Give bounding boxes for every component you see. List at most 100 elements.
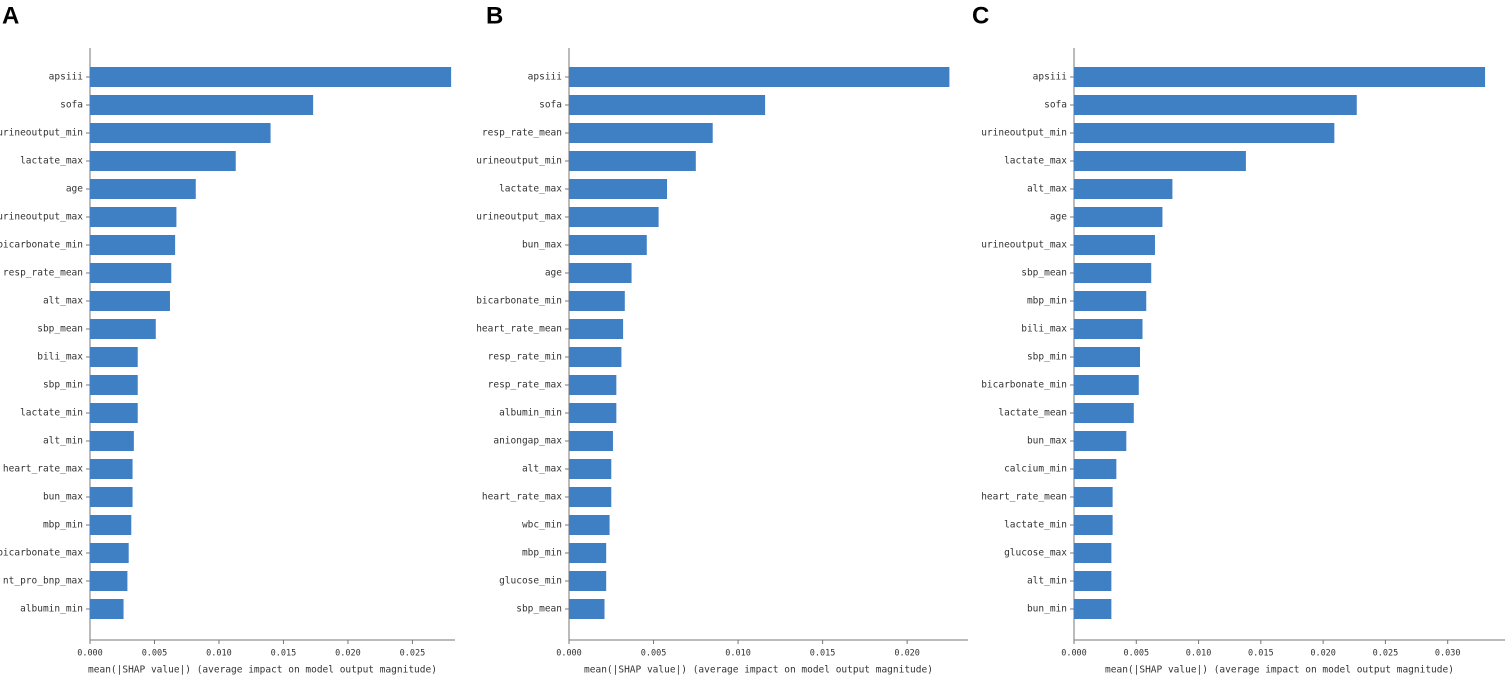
bar bbox=[90, 207, 177, 227]
x-tick-label: 0.020 bbox=[894, 649, 920, 659]
y-tick-label: heart_rate_mean bbox=[981, 492, 1067, 503]
x-tick-label: 0.000 bbox=[1061, 649, 1087, 659]
bar bbox=[90, 179, 196, 199]
y-tick-label: age bbox=[1050, 212, 1067, 223]
x-tick-label: 0.005 bbox=[142, 649, 168, 659]
bar bbox=[569, 179, 668, 199]
y-tick-label: heart_rate_mean bbox=[476, 324, 562, 335]
y-tick-label: bun_max bbox=[1027, 436, 1067, 447]
bar bbox=[569, 67, 950, 87]
bar bbox=[569, 235, 647, 255]
x-axis-label: mean(|SHAP value|) (average impact on mo… bbox=[584, 665, 933, 676]
y-tick-label: urineoutput_min bbox=[981, 128, 1067, 139]
bar bbox=[569, 431, 613, 451]
y-tick-label: glucose_min bbox=[499, 576, 562, 587]
bar bbox=[569, 571, 607, 591]
x-axis-label: mean(|SHAP value|) (average impact on mo… bbox=[88, 665, 437, 676]
y-tick-label: alt_max bbox=[522, 464, 562, 475]
bar bbox=[1074, 375, 1139, 395]
y-tick-label: sbp_mean bbox=[516, 604, 562, 615]
bar bbox=[569, 319, 624, 339]
x-tick-label: 0.020 bbox=[335, 649, 361, 659]
y-tick-label: bicarbonate_min bbox=[476, 296, 562, 307]
y-tick-label: mbp_min bbox=[43, 520, 83, 531]
bar bbox=[1074, 235, 1155, 255]
y-tick-label: urineoutput_max bbox=[476, 212, 562, 223]
bar bbox=[90, 515, 132, 535]
y-tick-label: resp_rate_max bbox=[488, 380, 563, 391]
bar bbox=[1074, 95, 1357, 115]
bar bbox=[90, 571, 128, 591]
y-tick-label: bun_max bbox=[522, 240, 562, 251]
bar bbox=[569, 207, 659, 227]
y-tick-label: resp_rate_min bbox=[488, 352, 562, 363]
x-tick-label: 0.000 bbox=[556, 649, 582, 659]
y-tick-label: lactate_max bbox=[20, 156, 83, 167]
bar bbox=[90, 291, 170, 311]
bar bbox=[90, 403, 138, 423]
y-tick-label: sbp_min bbox=[1027, 352, 1067, 363]
bar bbox=[1074, 599, 1112, 619]
y-tick-label: lactate_max bbox=[499, 184, 562, 195]
y-tick-label: bun_min bbox=[1027, 604, 1067, 615]
y-tick-label: heart_rate_max bbox=[3, 464, 83, 475]
x-tick-label: 0.015 bbox=[271, 649, 297, 659]
bar bbox=[90, 263, 172, 283]
bar bbox=[90, 431, 134, 451]
bar bbox=[569, 403, 617, 423]
bar bbox=[90, 459, 133, 479]
y-tick-label: wbc_min bbox=[522, 520, 562, 531]
x-tick-label: 0.030 bbox=[1435, 649, 1461, 659]
bar bbox=[569, 123, 713, 143]
y-tick-label: sofa bbox=[60, 100, 83, 111]
y-tick-label: bicarbonate_min bbox=[0, 240, 83, 251]
bar bbox=[569, 459, 612, 479]
bar bbox=[1074, 403, 1134, 423]
bar bbox=[90, 123, 271, 143]
y-tick-label: glucose_max bbox=[1004, 548, 1067, 559]
bar bbox=[90, 151, 236, 171]
panel-label: C bbox=[972, 2, 989, 29]
y-tick-label: urineoutput_max bbox=[0, 212, 83, 223]
y-tick-label: nt_pro_bnp_max bbox=[3, 576, 83, 587]
bar bbox=[90, 235, 176, 255]
bar bbox=[90, 95, 314, 115]
y-tick-label: bili_max bbox=[37, 352, 83, 363]
x-tick-label: 0.015 bbox=[1248, 649, 1274, 659]
bar bbox=[569, 487, 612, 507]
y-tick-label: urineoutput_max bbox=[981, 240, 1067, 251]
y-tick-label: lactate_min bbox=[20, 408, 83, 419]
y-tick-label: bun_max bbox=[43, 492, 83, 503]
bar bbox=[1074, 207, 1163, 227]
x-tick-label: 0.010 bbox=[206, 649, 232, 659]
x-tick-label: 0.020 bbox=[1310, 649, 1336, 659]
panel-label: B bbox=[486, 2, 503, 29]
panel-label: A bbox=[2, 2, 19, 29]
y-tick-label: alt_max bbox=[43, 296, 83, 307]
y-tick-label: apsiii bbox=[1033, 72, 1068, 83]
y-tick-label: resp_rate_mean bbox=[3, 268, 83, 279]
x-tick-label: 0.025 bbox=[1373, 649, 1399, 659]
bar bbox=[1074, 487, 1113, 507]
bar bbox=[1074, 263, 1152, 283]
y-tick-label: bicarbonate_min bbox=[981, 380, 1067, 391]
x-tick-label: 0.010 bbox=[1186, 649, 1212, 659]
y-tick-label: apsiii bbox=[528, 72, 563, 83]
y-tick-label: age bbox=[545, 268, 562, 279]
bar bbox=[1074, 319, 1143, 339]
x-axis-label: mean(|SHAP value|) (average impact on mo… bbox=[1105, 665, 1454, 676]
y-tick-label: urineoutput_min bbox=[0, 128, 83, 139]
bar bbox=[569, 599, 605, 619]
y-tick-label: sbp_min bbox=[43, 380, 83, 391]
bar bbox=[1074, 179, 1173, 199]
y-tick-label: lactate_max bbox=[1004, 156, 1067, 167]
y-tick-label: alt_max bbox=[1027, 184, 1067, 195]
x-tick-label: 0.025 bbox=[400, 649, 426, 659]
bar bbox=[90, 67, 452, 87]
bar bbox=[569, 151, 696, 171]
y-tick-label: resp_rate_mean bbox=[482, 128, 562, 139]
y-tick-label: lactate_min bbox=[1004, 520, 1067, 531]
y-tick-label: alt_min bbox=[43, 436, 83, 447]
bar bbox=[569, 95, 766, 115]
